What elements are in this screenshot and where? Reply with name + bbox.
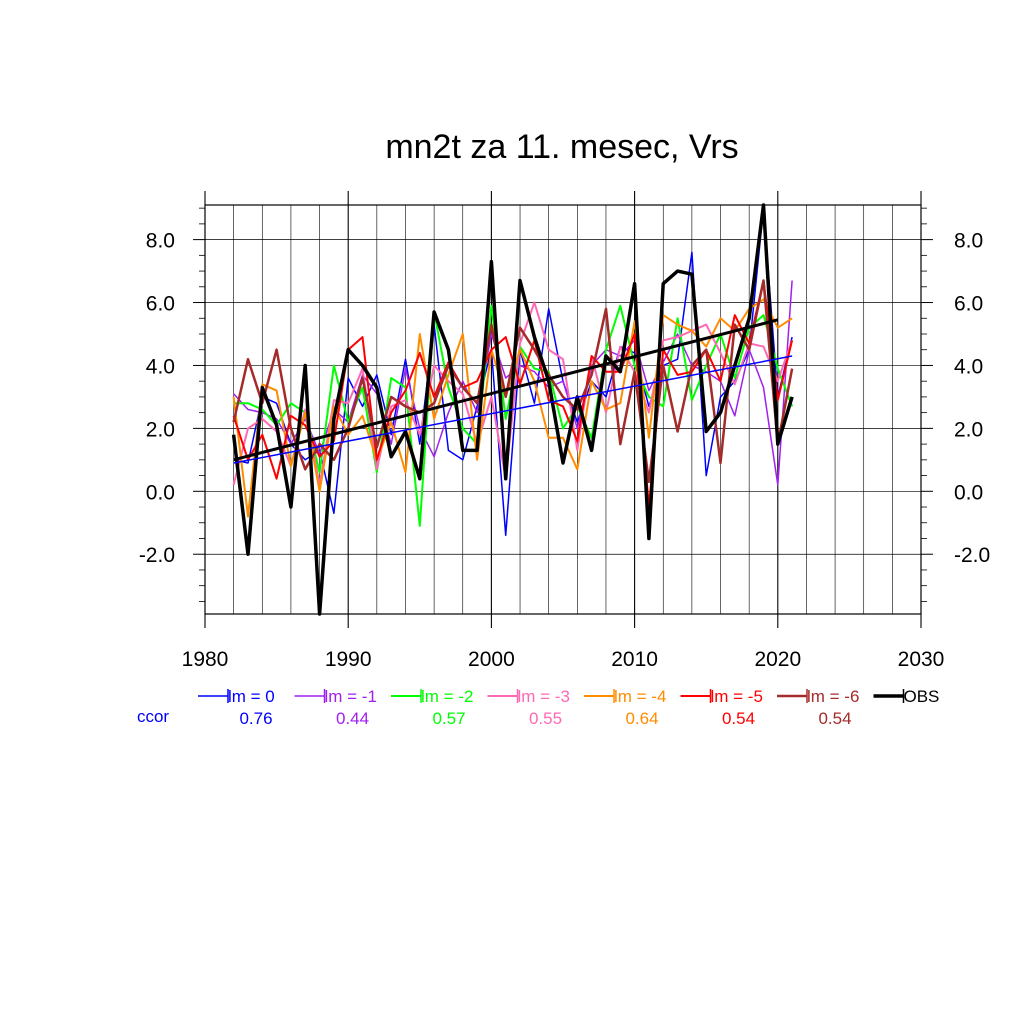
chart-title: mn2t za 11. mesec, Vrs xyxy=(385,128,738,166)
legend-label: lm = -1 xyxy=(325,687,377,706)
x-tick-label: 2030 xyxy=(898,648,945,671)
y-tick-label-right: 0.0 xyxy=(954,481,983,504)
legend-label: lm = 0 xyxy=(228,687,275,706)
ccor-label: ccor xyxy=(137,707,169,726)
series-line-lm-3 xyxy=(232,301,794,486)
ccor-value: 0.44 xyxy=(336,709,369,728)
y-tick-label-left: 8.0 xyxy=(146,230,175,253)
series-line-obs xyxy=(231,203,794,616)
trend-line xyxy=(233,318,779,462)
y-tick-label-left: -2.0 xyxy=(139,544,175,567)
plot-frame xyxy=(204,204,922,615)
y-tick-label-right: 4.0 xyxy=(954,355,983,378)
ccor-value: 0.64 xyxy=(625,709,658,728)
series-lines xyxy=(231,203,794,616)
y-tick-label-left: 4.0 xyxy=(146,355,175,378)
x-tick-label: 2010 xyxy=(611,648,658,671)
legend-label: lm = -2 xyxy=(421,687,473,706)
y-tick-labels: -2.0 -2.0 0.0 0.0 2.0 2.0 4.0 4.0 6.0 6.0 8.0 8.0 xyxy=(139,230,990,568)
y-tick-label-left: 2.0 xyxy=(146,418,175,441)
x-tick-label: 1980 xyxy=(182,648,229,671)
legend-label: lm = -6 xyxy=(807,687,859,706)
legend: lm = 0 0.76 lm = -1 0.44 lm = -2 0.57 lm = -3 0… xyxy=(198,687,939,728)
x-tick-labels: 1980 1990 2000 2010 2020 2030 xyxy=(182,648,945,671)
y-tick-label-right: -2.0 xyxy=(954,544,990,567)
y-tick-label-left: 0.0 xyxy=(146,481,175,504)
ccor-value: 0.54 xyxy=(818,709,851,728)
x-tick-label: 2000 xyxy=(468,648,515,671)
trend-line xyxy=(233,355,793,464)
x-tick-label: 1990 xyxy=(325,648,372,671)
legend-label: lm = -4 xyxy=(614,687,666,706)
legend-label: lm = -3 xyxy=(518,687,570,706)
legend-label: lm = -5 xyxy=(711,687,763,706)
axis-ticks xyxy=(193,191,933,628)
grid-lines xyxy=(205,205,921,614)
ccor-value: 0.57 xyxy=(432,709,465,728)
trend-lines xyxy=(233,318,793,464)
legend-label: OBS xyxy=(904,687,940,706)
y-tick-label-right: 2.0 xyxy=(954,418,983,441)
ccor-value: 0.54 xyxy=(722,709,755,728)
y-tick-label-right: 8.0 xyxy=(954,230,983,253)
y-tick-label-left: 6.0 xyxy=(146,293,175,316)
ccor-value: 0.76 xyxy=(239,709,272,728)
x-tick-label: 2020 xyxy=(754,648,801,671)
ccor-value: 0.55 xyxy=(529,709,562,728)
y-tick-label-right: 6.0 xyxy=(954,293,983,316)
